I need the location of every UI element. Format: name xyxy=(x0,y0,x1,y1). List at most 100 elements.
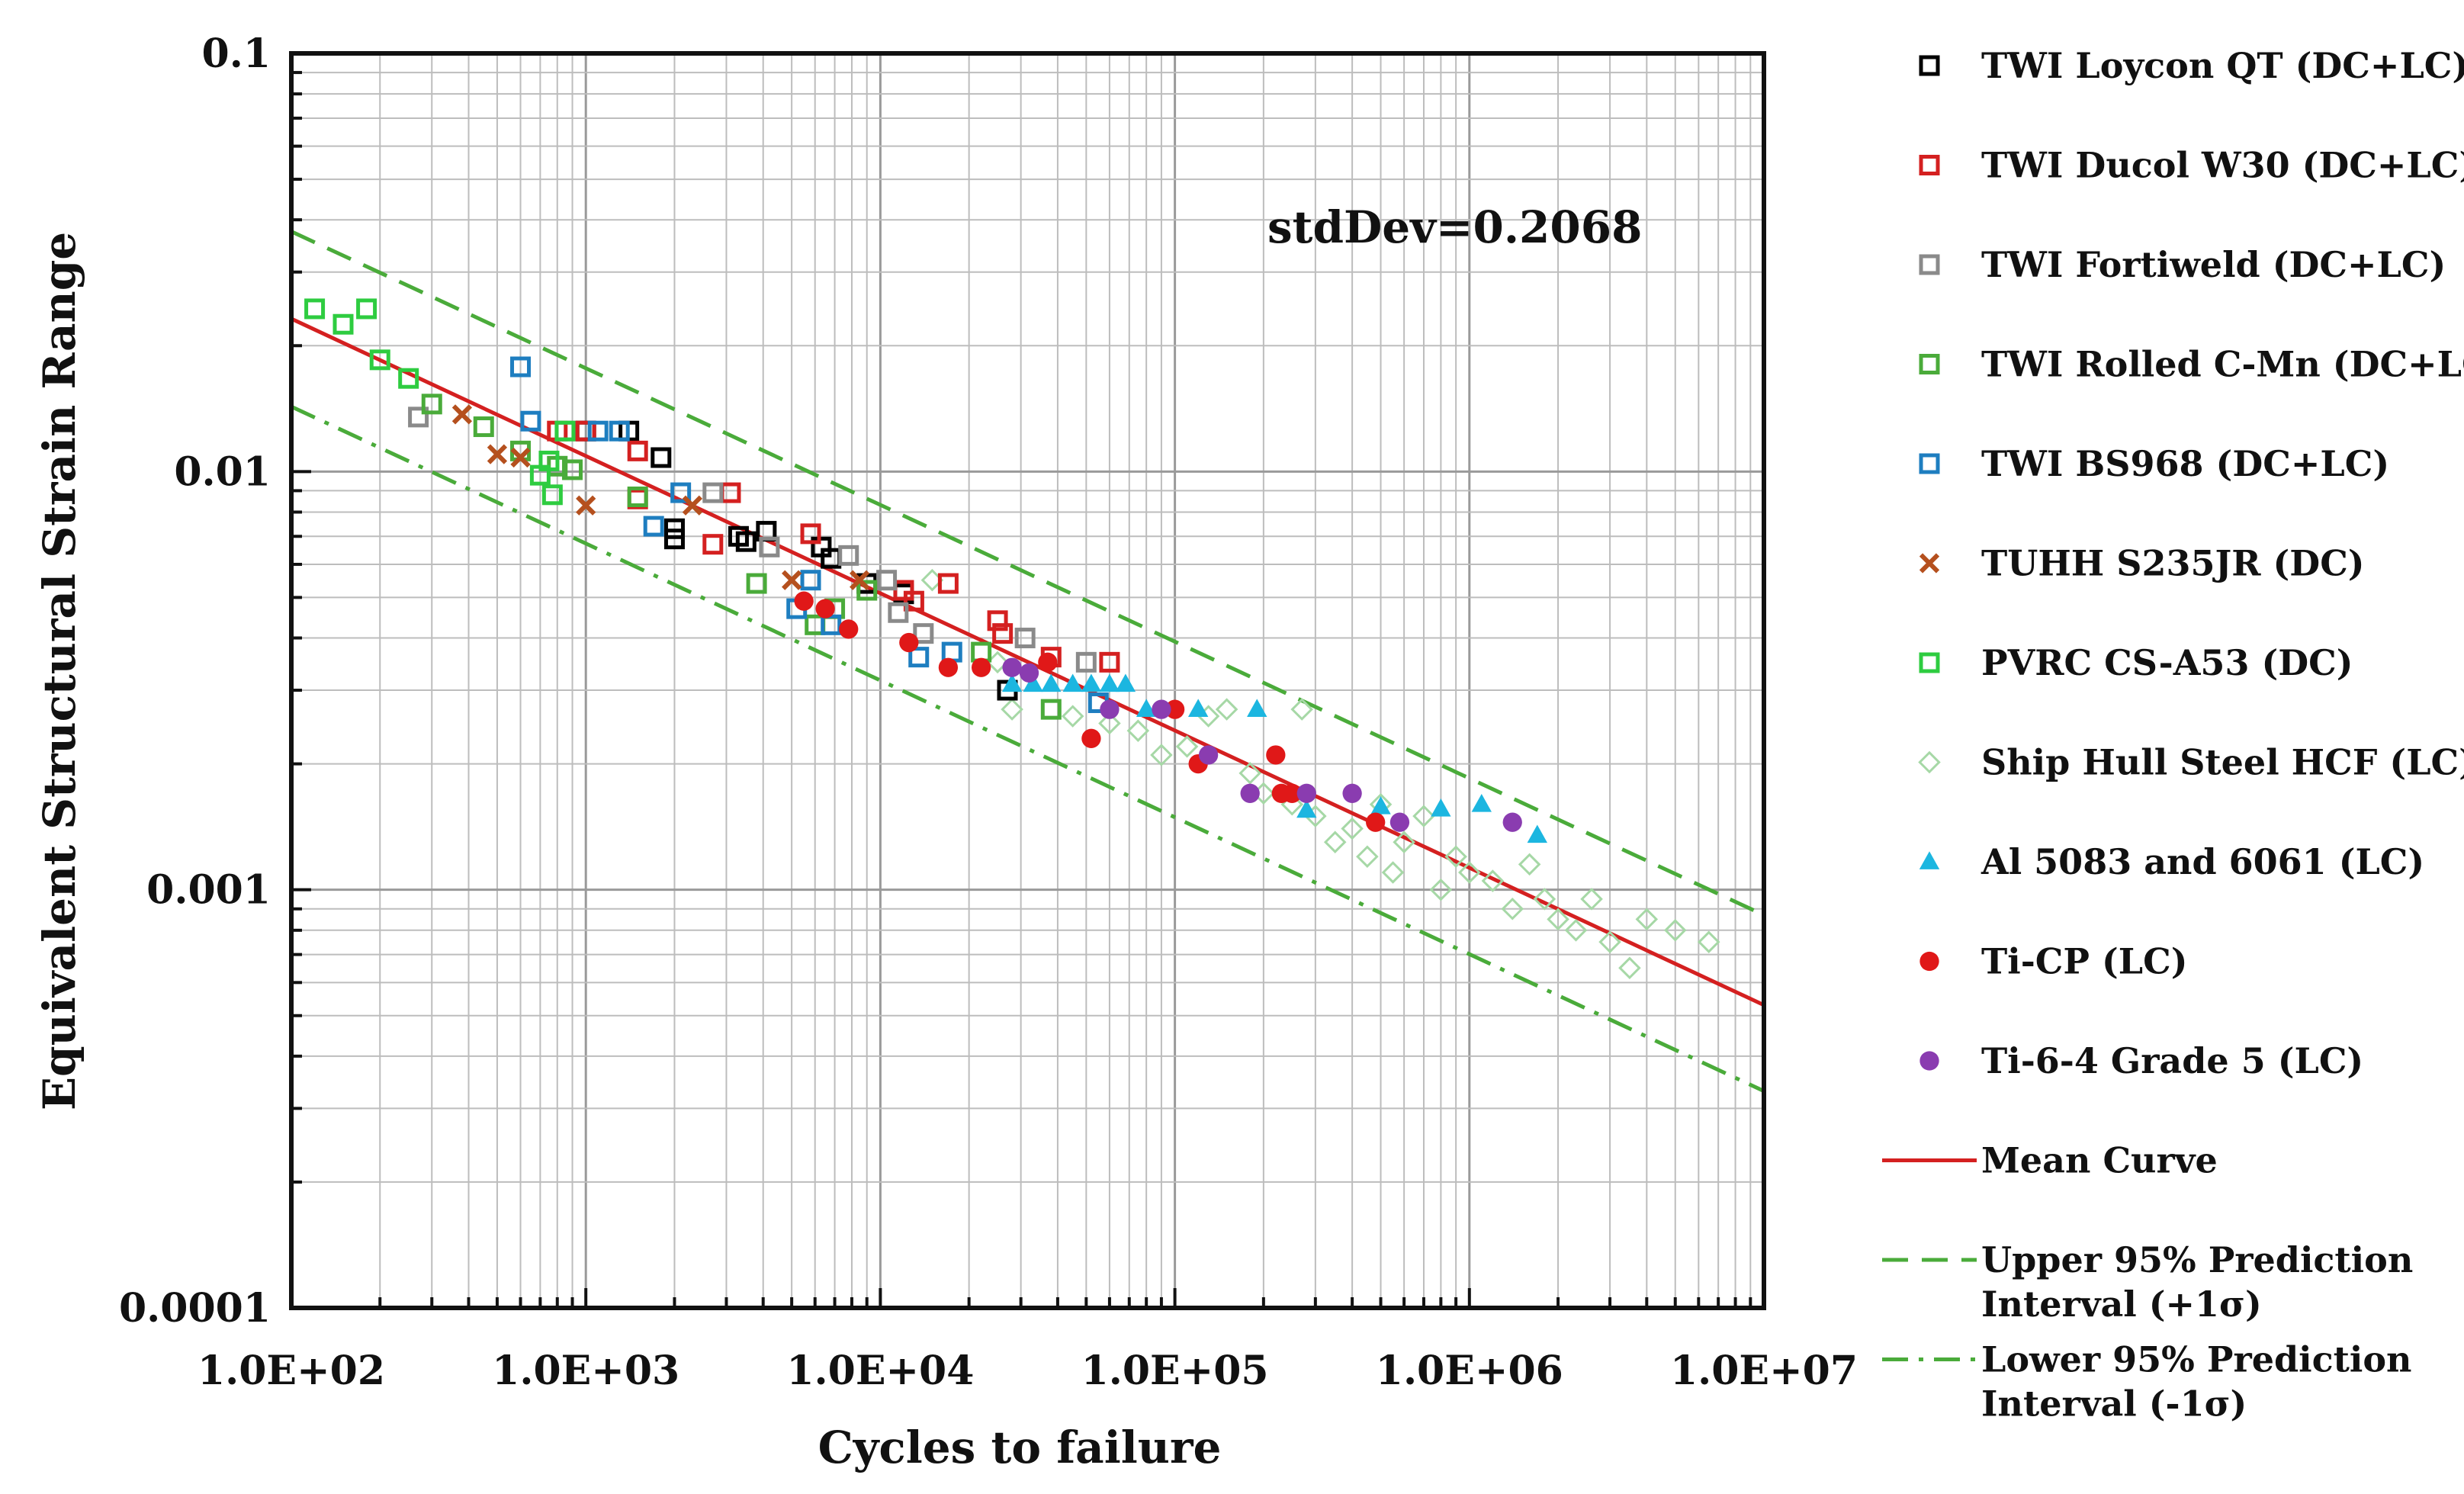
point-ship-hull-steel-hcf-lc xyxy=(1061,705,1084,728)
point-twi-ducol-w30-dc-lc xyxy=(702,534,724,555)
legend-label-mean-curve: Mean Curve xyxy=(1981,1140,2218,1181)
point-ship-hull-steel-hcf-lc xyxy=(1663,919,1687,942)
legend-label-upper-95-prediction-interval-1: Interval (+1σ) xyxy=(1981,1284,2262,1325)
legend-swatch-ti-6-4-grade-5-lc xyxy=(1919,1051,1939,1071)
point-twi-bs968-dc-lc xyxy=(821,614,842,635)
point-twi-bs968-dc-lc xyxy=(908,647,930,668)
point-twi-fortiweld-dc-lc xyxy=(1075,651,1097,673)
point-twi-fortiweld-dc-lc xyxy=(876,570,898,591)
point-twi-bs968-dc-lc xyxy=(670,482,692,503)
point-ship-hull-steel-hcf-lc xyxy=(1412,805,1435,827)
legend-label-pvrc-cs-a53-dc: PVRC CS-A53 (DC) xyxy=(1981,642,2353,683)
point-tuhh-s235jr-dc xyxy=(576,495,596,516)
x-tick-label: 1.0E+07 xyxy=(1670,1348,1858,1394)
point-ship-hull-steel-hcf-lc xyxy=(1580,888,1603,911)
point-ship-hull-steel-hcf-lc xyxy=(1481,869,1505,892)
point-ship-hull-steel-hcf-lc xyxy=(1444,845,1467,869)
point-twi-ducol-w30-dc-lc xyxy=(575,420,596,442)
point-ship-hull-steel-hcf-lc xyxy=(1547,908,1569,931)
plot-frame xyxy=(289,51,1766,1310)
point-pvrc-cs-a53-dc xyxy=(541,484,563,506)
point-ship-hull-steel-hcf-lc xyxy=(1215,698,1238,721)
point-ti-cp-lc xyxy=(938,657,959,677)
point-ti-cp-lc xyxy=(899,632,919,653)
point-al-5083-and-6061-lc xyxy=(1062,673,1083,692)
point-ship-hull-steel-hcf-lc xyxy=(1098,712,1121,735)
legend-swatch-twi-ducol-w30-dc-lc xyxy=(1919,155,1940,175)
point-al-5083-and-6061-lc xyxy=(1081,673,1102,692)
legend-label-lower-95-prediction-interval-1: Interval (-1σ) xyxy=(1981,1383,2247,1425)
point-twi-rolled-c-mn-dc-lc xyxy=(1040,699,1062,720)
point-pvrc-cs-a53-dc xyxy=(304,298,326,320)
legend-label-twi-fortiweld-dc-lc: TWI Fortiweld (DC+LC) xyxy=(1981,244,2446,285)
point-al-5083-and-6061-lc xyxy=(1041,673,1062,692)
point-ship-hull-steel-hcf-lc xyxy=(1635,908,1659,931)
point-al-5083-and-6061-lc xyxy=(1431,798,1451,817)
point-ship-hull-steel-hcf-lc xyxy=(1001,698,1023,721)
point-ship-hull-steel-hcf-lc xyxy=(1697,930,1720,953)
legend-label-twi-rolled-c-mn-dc-lc: TWI Rolled C-Mn (DC+LC) xyxy=(1981,344,2464,385)
y-axis-label: Equivalent Structural Strain Range xyxy=(34,232,85,1110)
point-twi-fortiweld-dc-lc xyxy=(408,406,429,428)
point-ti-cp-lc xyxy=(1038,652,1058,672)
point-ti-6-4-grade-5-lc xyxy=(1002,657,1022,677)
point-al-5083-and-6061-lc xyxy=(1099,673,1120,692)
y-tick-label: 0.001 xyxy=(146,867,271,914)
point-ship-hull-steel-hcf-lc xyxy=(1381,861,1405,884)
point-pvrc-cs-a53-dc xyxy=(554,420,576,442)
point-ti-cp-lc xyxy=(794,591,814,611)
point-twi-ducol-w30-dc-lc xyxy=(987,610,1008,631)
legend-label-ship-hull-steel-hcf-lc: Ship Hull Steel HCF (LC) xyxy=(1981,742,2464,783)
legend-label-twi-ducol-w30-dc-lc: TWI Ducol W30 (DC+LC) xyxy=(1981,145,2464,186)
x-tick-label: 1.0E+02 xyxy=(198,1348,385,1394)
point-al-5083-and-6061-lc xyxy=(1023,673,1043,692)
point-ship-hull-steel-hcf-lc xyxy=(1518,853,1541,876)
legend-label-lower-95-prediction-interval-1: Lower 95% Prediction xyxy=(1981,1339,2411,1380)
y-tick-labels: 0.1 0.01 0.001 0.0001 xyxy=(119,31,271,1332)
regression-lines xyxy=(290,230,1765,1093)
y-tick-label: 0.1 xyxy=(202,31,271,77)
point-pvrc-cs-a53-dc xyxy=(398,368,419,389)
point-ship-hull-steel-hcf-lc xyxy=(1564,919,1588,942)
point-twi-fortiweld-dc-lc xyxy=(838,545,859,566)
point-twi-bs968-dc-lc xyxy=(520,410,541,432)
point-al-5083-and-6061-lc xyxy=(1370,795,1391,814)
point-al-5083-and-6061-lc xyxy=(1136,699,1157,718)
line-solid xyxy=(290,316,1765,1007)
point-ti-6-4-grade-5-lc xyxy=(1019,663,1039,683)
point-twi-fortiweld-dc-lc xyxy=(702,482,724,503)
point-al-5083-and-6061-lc xyxy=(1115,673,1136,692)
point-tuhh-s235jr-dc xyxy=(487,444,508,464)
point-ti-6-4-grade-5-lc xyxy=(1342,783,1362,803)
point-tuhh-s235jr-dc xyxy=(782,570,802,590)
point-ship-hull-steel-hcf-lc xyxy=(1175,735,1199,758)
point-ship-hull-steel-hcf-lc xyxy=(1238,762,1261,785)
point-twi-loycon-qt-dc-lc xyxy=(735,531,757,552)
point-al-5083-and-6061-lc xyxy=(1247,699,1267,718)
point-ship-hull-steel-hcf-lc xyxy=(1429,878,1453,901)
point-twi-bs968-dc-lc xyxy=(510,356,532,378)
point-ti-6-4-grade-5-lc xyxy=(1296,783,1316,803)
legend-swatch-twi-rolled-c-mn-dc-lc xyxy=(1919,354,1940,374)
point-ti-6-4-grade-5-lc xyxy=(1152,699,1171,719)
point-twi-rolled-c-mn-dc-lc xyxy=(421,394,442,415)
point-tuhh-s235jr-dc xyxy=(682,495,703,516)
point-ti-6-4-grade-5-lc xyxy=(1198,745,1219,765)
point-twi-ducol-w30-dc-lc xyxy=(627,440,648,461)
legend-label-upper-95-prediction-interval-1: Upper 95% Prediction xyxy=(1981,1239,2413,1280)
point-twi-bs968-dc-lc xyxy=(800,570,821,591)
point-twi-fortiweld-dc-lc xyxy=(913,623,934,644)
point-al-5083-and-6061-lc xyxy=(1187,699,1209,718)
gridlines xyxy=(291,53,1764,1308)
point-tuhh-s235jr-dc xyxy=(451,404,473,425)
point-ti-cp-lc xyxy=(1165,699,1185,719)
point-ti-cp-lc xyxy=(1282,783,1302,803)
point-ship-hull-steel-hcf-lc xyxy=(1290,698,1313,721)
point-twi-rolled-c-mn-dc-lc xyxy=(627,486,648,507)
point-ship-hull-steel-hcf-lc xyxy=(1393,831,1415,853)
point-twi-loycon-qt-dc-lc xyxy=(663,529,685,550)
legend-label-ti-cp-lc: Ti-CP (LC) xyxy=(1981,941,2188,982)
point-pvrc-cs-a53-dc xyxy=(538,450,560,471)
